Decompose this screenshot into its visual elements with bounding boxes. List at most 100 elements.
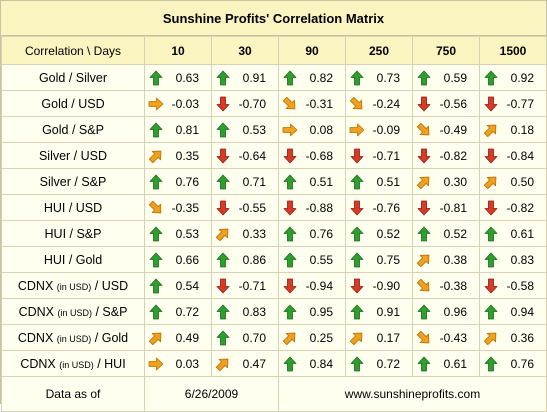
orange-down-right-arrow-icon bbox=[416, 122, 430, 135]
correlation-value: 0.73 bbox=[376, 70, 400, 85]
correlation-cell: 0.96 bbox=[412, 298, 480, 325]
column-header-750: 750 bbox=[412, 36, 480, 65]
red-down-arrow-icon bbox=[283, 200, 297, 215]
footer-url[interactable]: www.sunshineprofits.com bbox=[278, 376, 547, 412]
correlation-cell: -0.76 bbox=[345, 194, 413, 221]
correlation-cell: -0.31 bbox=[278, 90, 346, 117]
correlation-value: -0.82 bbox=[506, 200, 534, 215]
correlation-cell: -0.09 bbox=[345, 116, 413, 143]
correlation-cell: -0.82 bbox=[479, 194, 547, 221]
correlation-value: -0.68 bbox=[305, 148, 333, 163]
correlation-cell: 0.59 bbox=[412, 64, 480, 91]
table-row: CDNX (in USD) / S&P 0.72 0.83 0.95 0.91 0.96 0… bbox=[1, 298, 547, 325]
correlation-cell: -0.81 bbox=[412, 194, 480, 221]
correlation-value: 0.30 bbox=[443, 174, 467, 189]
green-up-arrow-icon bbox=[283, 356, 297, 371]
table-row: HUI / USD -0.35 -0.55 -0.88 -0.76 -0.81 -0.82 bbox=[1, 194, 547, 221]
correlation-value: 0.96 bbox=[443, 304, 467, 319]
green-up-arrow-icon bbox=[350, 70, 364, 85]
correlation-cell: -0.71 bbox=[345, 142, 413, 169]
correlation-value: 0.61 bbox=[510, 226, 534, 241]
correlation-value: 0.53 bbox=[242, 122, 266, 137]
table-row: Silver / USD 0.35 -0.64 -0.68 -0.71 -0.82 -0.8… bbox=[1, 142, 547, 169]
green-up-arrow-icon bbox=[417, 226, 431, 241]
orange-down-right-arrow-icon bbox=[416, 330, 430, 343]
orange-down-right-arrow-icon bbox=[282, 96, 296, 109]
correlation-value: 0.50 bbox=[510, 174, 534, 189]
row-label-main: HUI / Gold bbox=[43, 252, 103, 267]
correlation-value: -0.03 bbox=[171, 96, 199, 111]
correlation-cell: 0.08 bbox=[278, 116, 346, 143]
orange-down-right-arrow-icon bbox=[416, 278, 430, 291]
correlation-cell: 0.86 bbox=[211, 246, 279, 273]
green-up-arrow-icon bbox=[216, 70, 230, 85]
matrix-table: Correlation \ Days 10 30 90 250 750 1500… bbox=[1, 36, 547, 412]
row-label-qualifier: (in USD) bbox=[59, 359, 94, 370]
correlation-cell: 0.03 bbox=[144, 350, 212, 377]
row-label: HUI / S&P bbox=[1, 220, 145, 247]
red-down-arrow-icon bbox=[216, 200, 230, 215]
correlation-cell: -0.70 bbox=[211, 90, 279, 117]
correlation-cell: -0.84 bbox=[479, 142, 547, 169]
green-up-arrow-icon bbox=[417, 304, 431, 319]
table-row: HUI / Gold 0.66 0.86 0.55 0.75 0.38 0.83 bbox=[1, 246, 547, 273]
correlation-value: 0.91 bbox=[242, 70, 266, 85]
correlation-cell: 0.84 bbox=[278, 350, 346, 377]
correlation-cell: -0.68 bbox=[278, 142, 346, 169]
orange-up-right-arrow-icon bbox=[215, 228, 229, 241]
correlation-value: 0.76 bbox=[309, 226, 333, 241]
footer-label: Data as of bbox=[1, 376, 145, 412]
correlation-value: 0.51 bbox=[309, 174, 333, 189]
row-label-main: Silver / USD bbox=[38, 148, 108, 163]
green-up-arrow-icon bbox=[149, 226, 163, 241]
correlation-cell: 0.30 bbox=[412, 168, 480, 195]
red-down-arrow-icon bbox=[417, 96, 431, 111]
row-label: CDNX (in USD) / USD bbox=[1, 272, 145, 299]
row-label-main: CDNX bbox=[17, 278, 57, 293]
correlation-cell: 0.70 bbox=[211, 324, 279, 351]
correlation-value: 0.33 bbox=[242, 226, 266, 241]
row-label-pair: / USD bbox=[91, 278, 129, 293]
correlation-value: -0.64 bbox=[238, 148, 266, 163]
correlation-value: 0.59 bbox=[443, 70, 467, 85]
correlation-cell: 0.36 bbox=[479, 324, 547, 351]
column-header-250: 250 bbox=[345, 36, 413, 65]
correlation-cell: 0.81 bbox=[144, 116, 212, 143]
correlation-value: 0.70 bbox=[242, 330, 266, 345]
correlation-cell: 0.95 bbox=[278, 298, 346, 325]
green-up-arrow-icon bbox=[283, 304, 297, 319]
correlation-value: -0.55 bbox=[238, 200, 266, 215]
correlation-value: -0.71 bbox=[238, 278, 266, 293]
red-down-arrow-icon bbox=[484, 278, 498, 293]
green-up-arrow-icon bbox=[484, 252, 498, 267]
red-down-arrow-icon bbox=[216, 148, 230, 163]
orange-right-arrow-icon bbox=[349, 123, 365, 136]
correlation-value: 0.03 bbox=[175, 356, 199, 371]
row-label-main: CDNX bbox=[17, 330, 57, 345]
row-label: Silver / S&P bbox=[1, 168, 145, 195]
green-up-arrow-icon bbox=[350, 174, 364, 189]
correlation-cell: 0.76 bbox=[479, 350, 547, 377]
row-label: Gold / USD bbox=[1, 90, 145, 117]
row-label: Silver / USD bbox=[1, 142, 145, 169]
correlation-cell: 0.91 bbox=[211, 64, 279, 91]
red-down-arrow-icon bbox=[216, 278, 230, 293]
correlation-cell: 0.61 bbox=[479, 220, 547, 247]
correlation-cell: 0.51 bbox=[278, 168, 346, 195]
green-up-arrow-icon bbox=[417, 356, 431, 371]
correlation-cell: 0.38 bbox=[412, 246, 480, 273]
table-row: Silver / S&P 0.76 0.71 0.51 0.51 0.30 0.50 bbox=[1, 168, 547, 195]
correlation-value: -0.88 bbox=[305, 200, 333, 215]
correlation-cell: 0.83 bbox=[479, 246, 547, 273]
correlation-cell: 0.18 bbox=[479, 116, 547, 143]
green-up-arrow-icon bbox=[484, 226, 498, 241]
row-label-qualifier: (in USD) bbox=[56, 281, 92, 292]
correlation-value: -0.58 bbox=[506, 278, 534, 293]
green-up-arrow-icon bbox=[149, 122, 163, 137]
correlation-value: -0.31 bbox=[305, 96, 333, 111]
correlation-cell: -0.03 bbox=[144, 90, 212, 117]
correlation-cell: 0.72 bbox=[144, 298, 212, 325]
correlation-value: 0.36 bbox=[510, 330, 534, 345]
row-label-pair: / S&P bbox=[91, 304, 128, 319]
correlation-value: 0.08 bbox=[309, 122, 333, 137]
